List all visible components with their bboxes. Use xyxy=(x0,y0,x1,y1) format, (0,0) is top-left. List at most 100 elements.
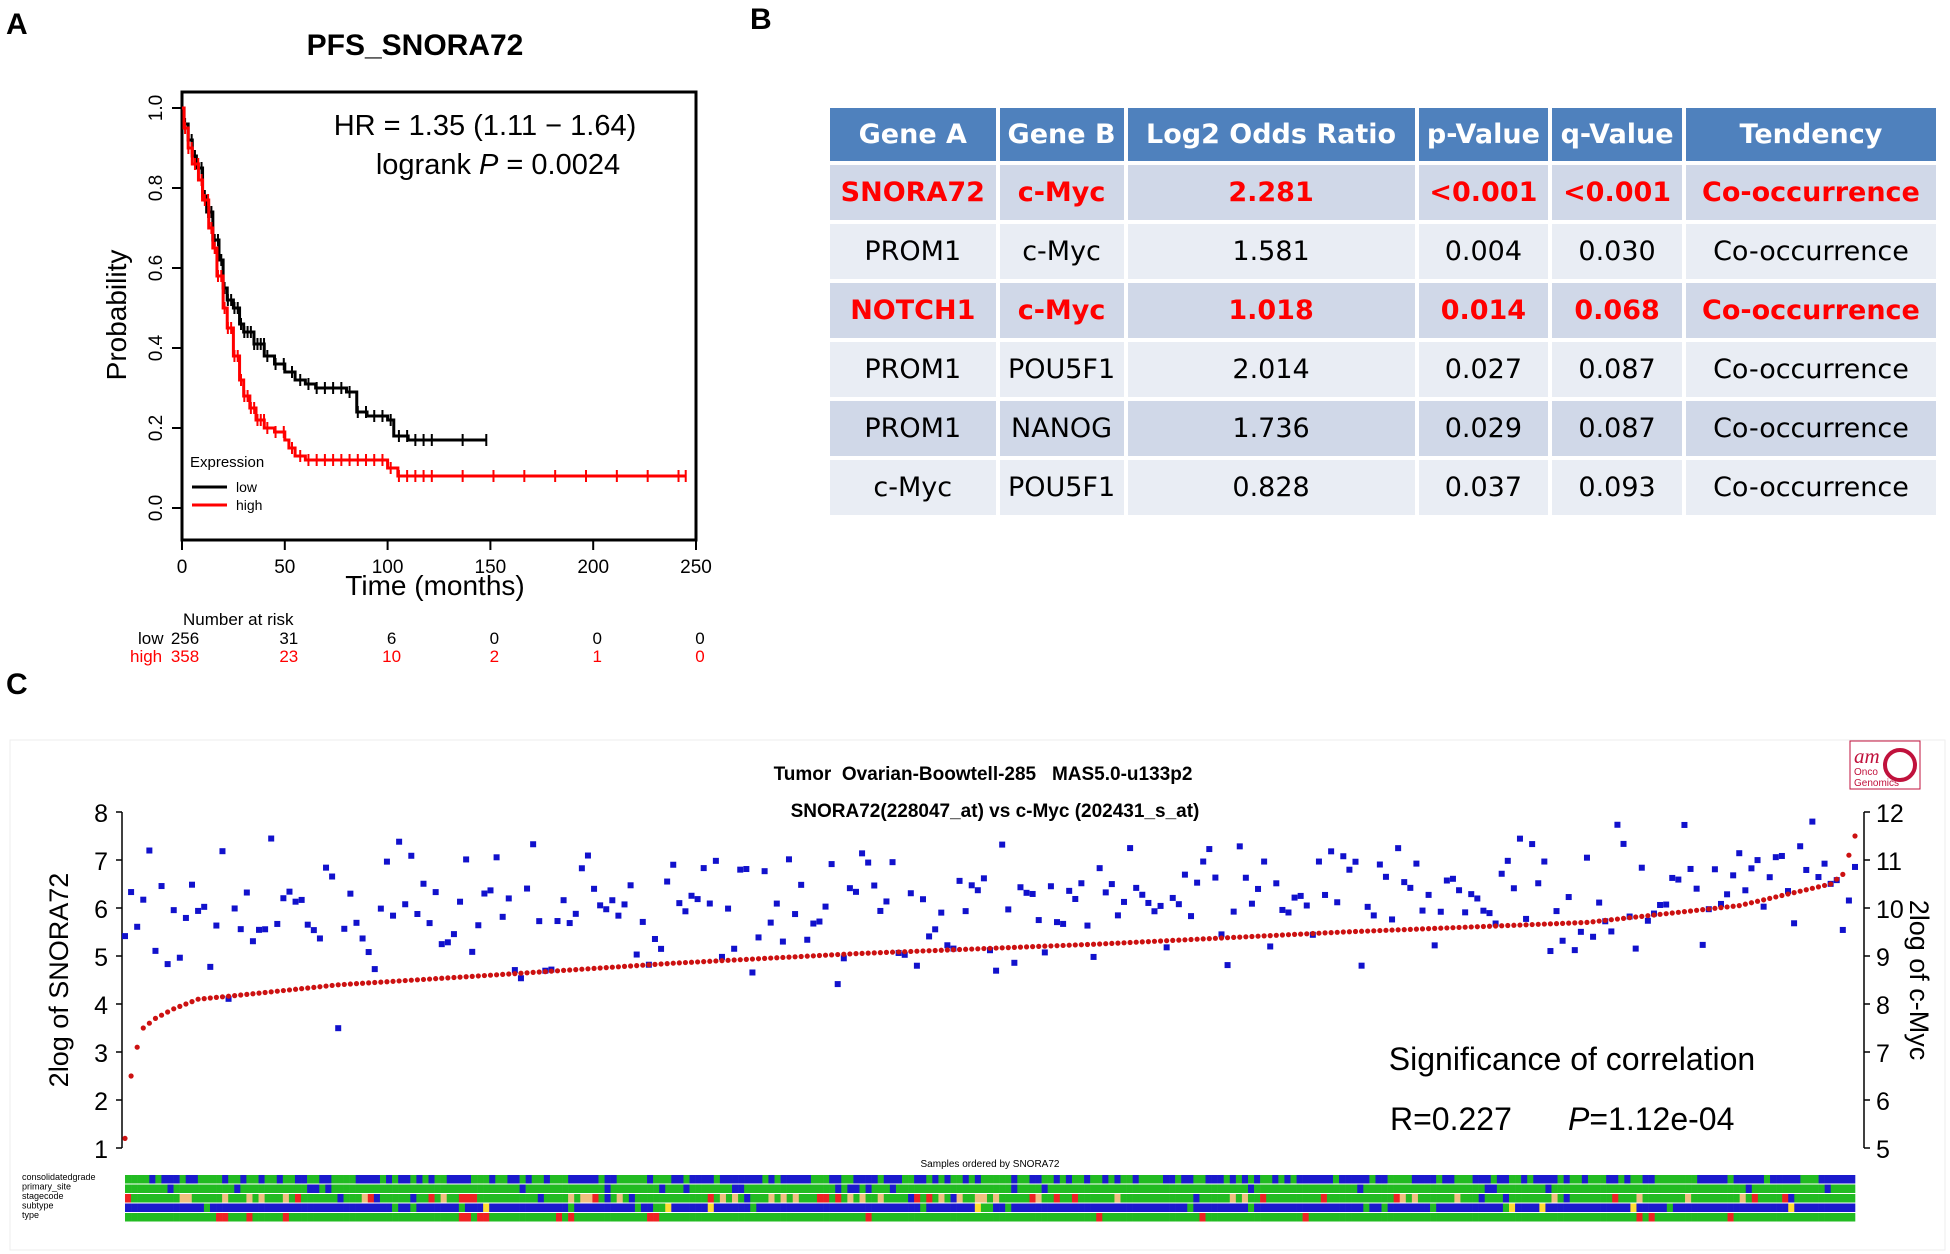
cmyc-point xyxy=(676,900,683,907)
strip-cell xyxy=(1575,1184,1583,1193)
cmyc-point xyxy=(432,889,439,896)
strip-cell xyxy=(543,1175,551,1184)
cmyc-point xyxy=(158,883,165,890)
cmyc-point xyxy=(365,949,372,956)
km-risk-value: 0 xyxy=(592,629,601,648)
snora72-point xyxy=(798,953,804,960)
strip-cell xyxy=(240,1194,247,1203)
strip-cell xyxy=(525,1175,533,1184)
strip-cell xyxy=(1545,1213,1552,1222)
strip-cell xyxy=(1770,1175,1777,1184)
strip-cell xyxy=(738,1213,745,1222)
strip-cell xyxy=(1284,1175,1291,1184)
strip-cell xyxy=(337,1194,344,1203)
strip-cell xyxy=(1393,1184,1401,1193)
table-cell: 0.093 xyxy=(1552,460,1682,515)
strip-cell xyxy=(209,1213,217,1222)
snora72-point xyxy=(1590,919,1596,925)
strip-cell xyxy=(464,1194,472,1203)
strip-cell xyxy=(1830,1184,1838,1193)
strip-cell xyxy=(252,1213,259,1222)
strip-cell xyxy=(495,1213,502,1222)
snora72-point xyxy=(1541,921,1547,927)
snora72-point xyxy=(725,957,731,963)
strip-cell xyxy=(1502,1184,1510,1193)
panel-b-label: B xyxy=(750,3,772,36)
cmyc-point xyxy=(286,888,293,895)
strip-cell xyxy=(313,1184,320,1193)
table-cell: 2.281 xyxy=(1127,165,1415,220)
strip-cell xyxy=(1666,1213,1674,1222)
strip-cell xyxy=(586,1194,593,1203)
snora72-point xyxy=(731,957,737,963)
strip-cell xyxy=(871,1213,879,1222)
cmyc-point xyxy=(262,926,269,933)
strip-cell xyxy=(1606,1184,1613,1193)
strip-cell xyxy=(901,1175,909,1184)
left-tick-label: 7 xyxy=(94,848,108,876)
table-cell: Co-occurrence xyxy=(1685,460,1936,515)
strip-cell xyxy=(1721,1184,1728,1193)
strip-cell xyxy=(1733,1175,1740,1184)
cmyc-point xyxy=(1486,910,1493,917)
amc-logo: am Onco Genomics xyxy=(1849,740,1921,790)
snora72-point xyxy=(1560,920,1566,926)
cmyc-point xyxy=(1023,889,1030,896)
strip-cell xyxy=(1709,1213,1716,1222)
strip-cell xyxy=(1126,1203,1133,1212)
cmyc-point xyxy=(974,887,981,894)
strip-cell xyxy=(786,1194,794,1203)
strip-cell xyxy=(1424,1213,1431,1222)
strip-cell xyxy=(1490,1184,1498,1193)
strip-cell xyxy=(677,1194,684,1203)
snora72-point xyxy=(1450,925,1456,931)
strip-cell xyxy=(222,1175,229,1184)
strip-cell xyxy=(713,1213,721,1222)
strip-cell xyxy=(986,1203,994,1212)
strip-cell xyxy=(1606,1175,1613,1184)
cmyc-point xyxy=(980,875,987,882)
snora72-point xyxy=(987,945,993,951)
cmyc-point xyxy=(1577,928,1584,935)
strip-cell xyxy=(1326,1203,1334,1212)
snora72-point xyxy=(1748,900,1755,906)
strip-cell xyxy=(355,1194,363,1203)
strip-cell xyxy=(185,1175,193,1184)
table-cell: 0.068 xyxy=(1552,283,1682,338)
strip-cell xyxy=(191,1184,199,1193)
strip-cell xyxy=(1381,1213,1388,1222)
strip-cell xyxy=(938,1213,945,1222)
strip-cell xyxy=(440,1175,448,1184)
strip-cell xyxy=(440,1203,448,1212)
snora72-point xyxy=(1724,904,1730,910)
strip-cell xyxy=(282,1203,290,1212)
strip-cell xyxy=(1569,1184,1577,1193)
strip-cell xyxy=(798,1213,806,1222)
snora72-point xyxy=(1084,941,1091,948)
strip-cell xyxy=(240,1175,247,1184)
strip-cell xyxy=(1472,1175,1479,1184)
strip-cell xyxy=(744,1175,751,1184)
strip-cell xyxy=(410,1213,417,1222)
cmyc-point xyxy=(962,908,969,915)
cmyc-point xyxy=(140,896,147,903)
strip-cell xyxy=(137,1213,144,1222)
cmyc-point xyxy=(1443,877,1450,884)
snora72-point xyxy=(1072,942,1078,948)
strip-cell xyxy=(458,1175,466,1184)
strip-cell xyxy=(1229,1203,1237,1212)
cmyc-point xyxy=(932,926,939,933)
strip-cell xyxy=(586,1175,593,1184)
strip-cell xyxy=(980,1213,988,1222)
strip-cell xyxy=(859,1213,866,1222)
snora72-point xyxy=(1432,925,1438,931)
strip-cell xyxy=(331,1175,338,1184)
cmyc-point xyxy=(134,923,141,930)
snora72-point xyxy=(1157,938,1164,944)
strip-cell xyxy=(604,1175,611,1184)
table-row: NOTCH1 c-Myc 1.018 0.014 0.068 Co-occurrence xyxy=(830,283,1936,338)
strip-cell xyxy=(798,1175,806,1184)
strip-cell xyxy=(531,1203,539,1212)
strip-cell xyxy=(1284,1184,1291,1193)
strip-cell xyxy=(1223,1213,1231,1222)
